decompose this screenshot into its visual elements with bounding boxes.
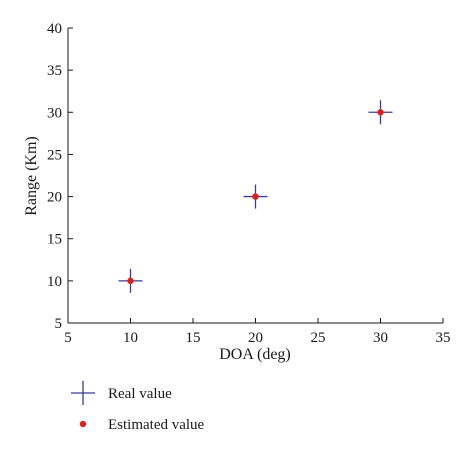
x-axis-label: DOA (deg) (219, 346, 291, 363)
legend: Real value Estimated value (71, 381, 205, 433)
data-markers (118, 100, 393, 293)
y-tick-label: 15 (47, 232, 62, 248)
y-axis-label: Range (Km) (23, 136, 40, 216)
estimated-value-marker (252, 193, 259, 200)
y-tick-label: 40 (47, 21, 62, 37)
legend-symbol-real-value (71, 381, 95, 405)
estimated-value-marker (127, 277, 134, 285)
y-tick-label: 5 (55, 316, 63, 332)
legend-plus-marker (71, 381, 95, 405)
y-tick-label: 20 (47, 190, 62, 206)
x-tick-label: 30 (373, 330, 388, 346)
x-tick-label: 5 (64, 330, 72, 346)
x-tick-label: 20 (248, 330, 263, 346)
y-tick-label: 25 (47, 147, 62, 163)
legend-symbol-estimated-value (79, 420, 87, 428)
x-tick-label: 25 (311, 330, 326, 346)
legend-label-real-value: Real value (108, 386, 172, 402)
plot-area (67, 28, 443, 324)
y-tick-label: 35 (47, 63, 62, 79)
x-axis-ticks: 5 10 15 20 25 30 35 (64, 318, 451, 346)
y-axis-ticks: 5 10 15 20 25 30 35 40 (47, 21, 73, 332)
legend-label-estimated-value: Estimated value (108, 417, 205, 433)
x-tick-label: 10 (123, 330, 138, 346)
x-tick-label: 35 (436, 330, 451, 346)
y-tick-label: 10 (47, 274, 62, 290)
x-tick-label: 15 (186, 330, 201, 346)
estimated-value-marker (377, 109, 384, 116)
legend-dot-marker (79, 420, 87, 428)
y-tick-label: 30 (47, 105, 62, 121)
